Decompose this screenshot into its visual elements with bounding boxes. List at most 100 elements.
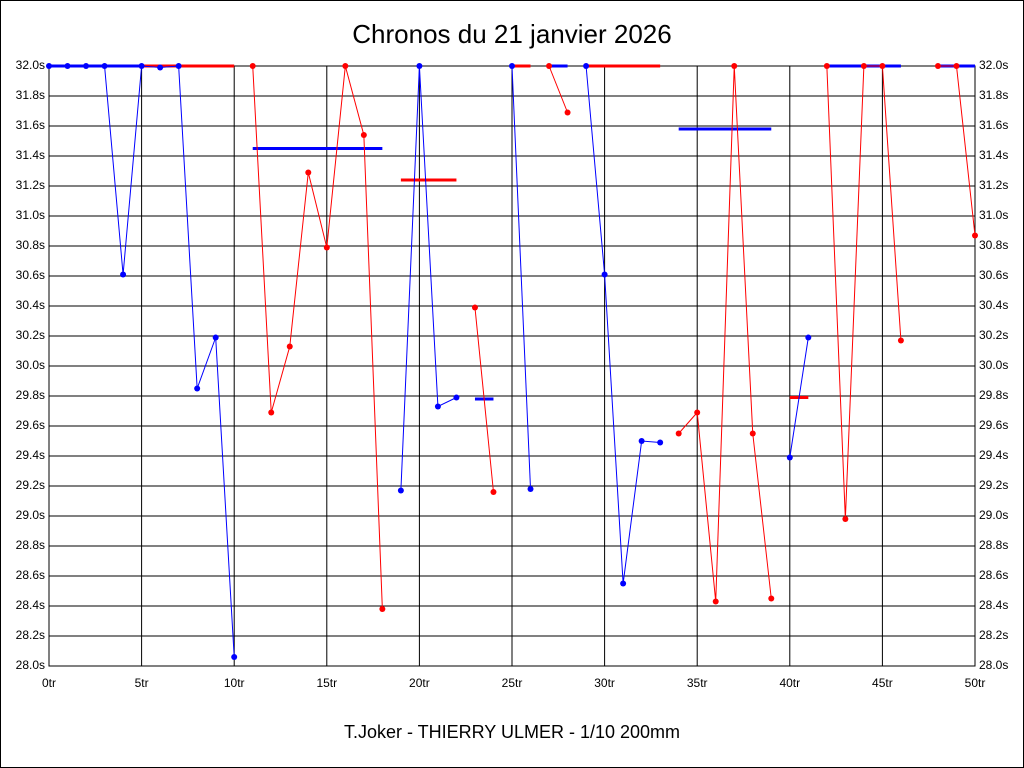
y-tick-label: 30.2s — [16, 328, 45, 342]
lap-point — [749, 430, 756, 437]
x-tick-label: 30tr — [594, 676, 615, 690]
x-tick-label: 40tr — [779, 676, 800, 690]
lap-point — [175, 63, 182, 69]
lap-point — [453, 394, 460, 401]
lap-point — [434, 403, 441, 410]
y-tick-label: 29.8s — [16, 388, 45, 402]
y2-tick-label: 31.6s — [979, 118, 1008, 132]
lap-point — [860, 63, 867, 69]
lap-point — [342, 63, 349, 69]
y2-tick-label: 28.6s — [979, 568, 1008, 582]
y-tick-label: 30.4s — [16, 298, 45, 312]
y2-tick-label: 29.0s — [979, 508, 1008, 522]
y2-tick-label: 31.2s — [979, 178, 1008, 192]
lap-point — [231, 654, 238, 660]
y-tick-label: 31.8s — [16, 88, 45, 102]
lap-point — [157, 64, 164, 71]
x-tick-label: 0tr — [42, 676, 56, 690]
y2-tick-label: 29.2s — [979, 478, 1008, 492]
lap-point — [972, 232, 978, 239]
lap-point — [842, 516, 849, 522]
lap-line — [789, 337, 809, 458]
lap-point — [620, 580, 627, 587]
lap-point — [564, 109, 571, 116]
lap-point — [397, 487, 404, 494]
lap-point — [416, 63, 423, 69]
lap-point — [638, 438, 645, 444]
y-tick-label: 31.2s — [16, 178, 45, 192]
y-tick-label: 32.0s — [16, 58, 45, 72]
lap-point — [601, 271, 608, 278]
lap-line — [400, 65, 457, 491]
lap-point — [46, 63, 52, 69]
lap-point — [286, 343, 293, 350]
y2-tick-label: 30.2s — [979, 328, 1008, 342]
y2-tick-label: 30.0s — [979, 358, 1008, 372]
y-tick-label: 28.0s — [16, 658, 45, 672]
y2-tick-label: 28.8s — [979, 538, 1008, 552]
lap-point — [583, 63, 590, 69]
lap-point — [953, 63, 960, 69]
y-tick-label: 29.4s — [16, 448, 45, 462]
y2-tick-label: 28.4s — [979, 598, 1008, 612]
lap-point — [212, 334, 219, 341]
y-tick-label: 28.4s — [16, 598, 45, 612]
lap-point — [786, 454, 793, 461]
lap-point — [731, 63, 738, 69]
chart-title: Chronos du 21 janvier 2026 — [352, 19, 671, 49]
y-tick-label: 30.8s — [16, 238, 45, 252]
y2-tick-label: 31.0s — [979, 208, 1008, 222]
lap-point — [897, 337, 904, 344]
lap-point — [657, 439, 664, 446]
lap-line — [252, 65, 383, 610]
lap-line — [678, 65, 772, 602]
lap-point — [194, 385, 201, 392]
y-tick-label: 28.6s — [16, 568, 45, 582]
y2-tick-label: 28.0s — [979, 658, 1008, 672]
y2-tick-label: 30.4s — [979, 298, 1008, 312]
y2-tick-label: 31.4s — [979, 148, 1008, 162]
x-tick-label: 35tr — [687, 676, 708, 690]
lap-point — [934, 63, 941, 69]
lap-point — [268, 409, 275, 416]
lap-point — [879, 63, 886, 69]
lap-point — [323, 244, 330, 251]
lap-point — [675, 430, 682, 437]
lap-point — [546, 63, 553, 69]
lap-point — [101, 63, 108, 69]
lap-point — [805, 334, 812, 341]
lap-line — [511, 65, 532, 490]
lap-point — [527, 486, 534, 492]
lap-point — [64, 63, 71, 69]
lap-point — [360, 132, 367, 138]
y2-tick-label: 32.0s — [979, 58, 1008, 72]
y2-tick-label: 30.6s — [979, 268, 1008, 282]
y2-tick-label: 29.8s — [979, 388, 1008, 402]
lap-point — [379, 606, 386, 612]
lap-point — [83, 63, 90, 69]
y-tick-label: 28.2s — [16, 628, 45, 642]
x-tick-label: 20tr — [409, 676, 430, 690]
chart-subtitle: T.Joker - THIERRY ULMER - 1/10 200mm — [344, 722, 680, 742]
lap-point — [509, 63, 515, 69]
x-tick-label: 5tr — [135, 676, 149, 690]
lap-point — [712, 598, 719, 605]
y-tick-label: 29.0s — [16, 508, 45, 522]
lap-point — [768, 595, 775, 602]
y2-tick-label: 30.8s — [979, 238, 1008, 252]
lap-point — [120, 271, 127, 278]
y-tick-label: 28.8s — [16, 538, 45, 552]
lap-point — [305, 169, 312, 176]
y-tick-label: 31.0s — [16, 208, 45, 222]
x-tick-label: 10tr — [224, 676, 245, 690]
lap-point — [823, 63, 830, 69]
y-tick-label: 30.6s — [16, 268, 45, 282]
y-tick-label: 31.6s — [16, 118, 45, 132]
lap-line — [474, 307, 494, 493]
y2-tick-label: 31.8s — [979, 88, 1008, 102]
y-tick-label: 31.4s — [16, 148, 45, 162]
lap-line — [548, 65, 569, 113]
lap-point — [249, 63, 256, 69]
